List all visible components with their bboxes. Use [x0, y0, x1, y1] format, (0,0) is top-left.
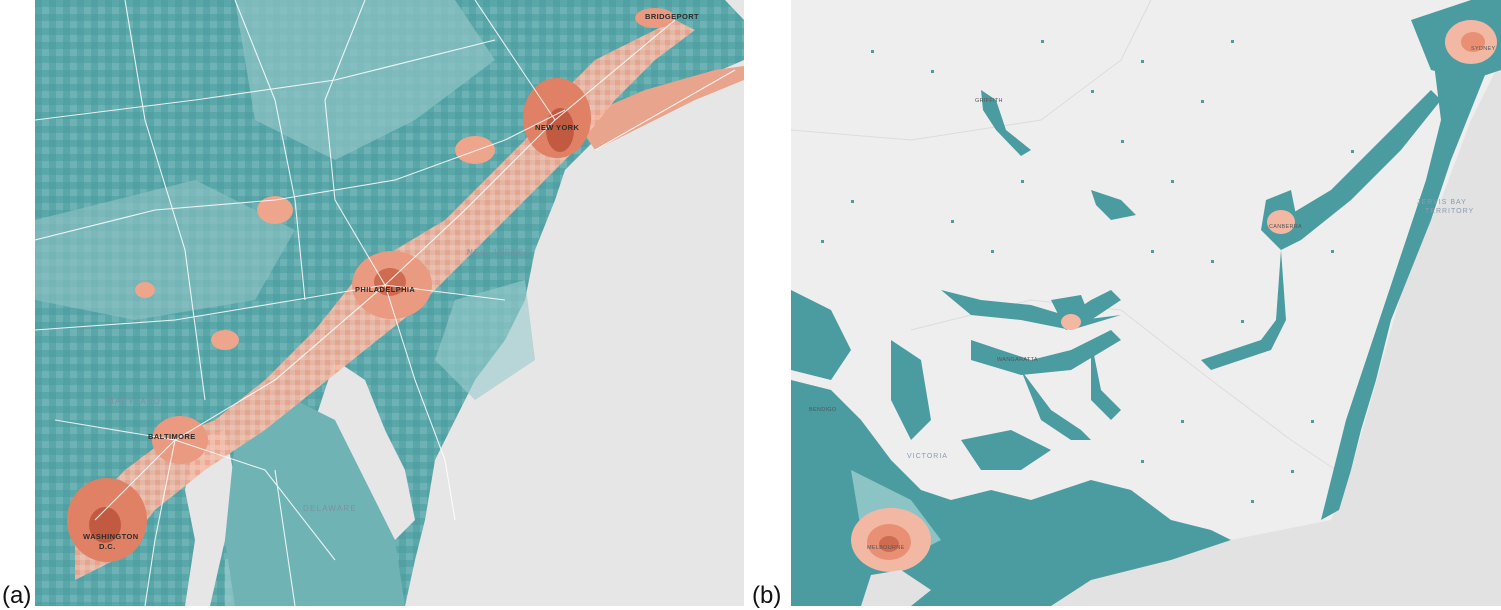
delaware-bay [315, 360, 415, 540]
ocean [1051, 60, 1501, 606]
map-panel-a: BRIDGEPORT NEW YORK NEW JERSEY PHILADELP… [35, 0, 744, 606]
panel-label-b: (b) [752, 582, 782, 609]
coastal-strip [1321, 30, 1491, 520]
place-label: PHILADELPHIA [355, 285, 415, 294]
road-network [35, 0, 736, 606]
place-label: CANBERRA [1269, 224, 1302, 230]
canberra-corridor [1281, 90, 1441, 240]
map-b-svg: SYDNEY GRIFFITH CANBERRA JERVIS BAY TERR… [791, 0, 1501, 606]
place-label: D.C. [99, 542, 116, 551]
place-label: BRIDGEPORT [645, 12, 699, 21]
region-label: TERRITORY [1425, 208, 1474, 215]
region-label: MARYLAND [107, 397, 161, 406]
place-label: SYDNEY [1471, 46, 1495, 52]
place-label: MELBOURNE [867, 545, 905, 551]
place-label: NEW YORK [535, 123, 579, 132]
map-panel-b: SYDNEY GRIFFITH CANBERRA JERVIS BAY TERR… [791, 0, 1501, 606]
place-label: WANGARATTA [997, 357, 1038, 363]
map-a-svg: BRIDGEPORT NEW YORK NEW JERSEY PHILADELP… [35, 0, 744, 606]
long-island [575, 66, 744, 150]
region-label: JERVIS BAY [1417, 199, 1467, 206]
place-label: WASHINGTON [83, 532, 139, 541]
region-label: DELAWARE [303, 504, 357, 513]
region-label: NEW JERSEY [467, 248, 531, 257]
delmarva-peninsula [225, 400, 405, 606]
place-label: BENDIGO [809, 407, 837, 413]
place-label: GRIFFITH [975, 98, 1003, 104]
place-label: BALTIMORE [148, 432, 196, 441]
panel-label-a: (a) [2, 582, 32, 609]
region-label: VICTORIA [907, 453, 948, 460]
